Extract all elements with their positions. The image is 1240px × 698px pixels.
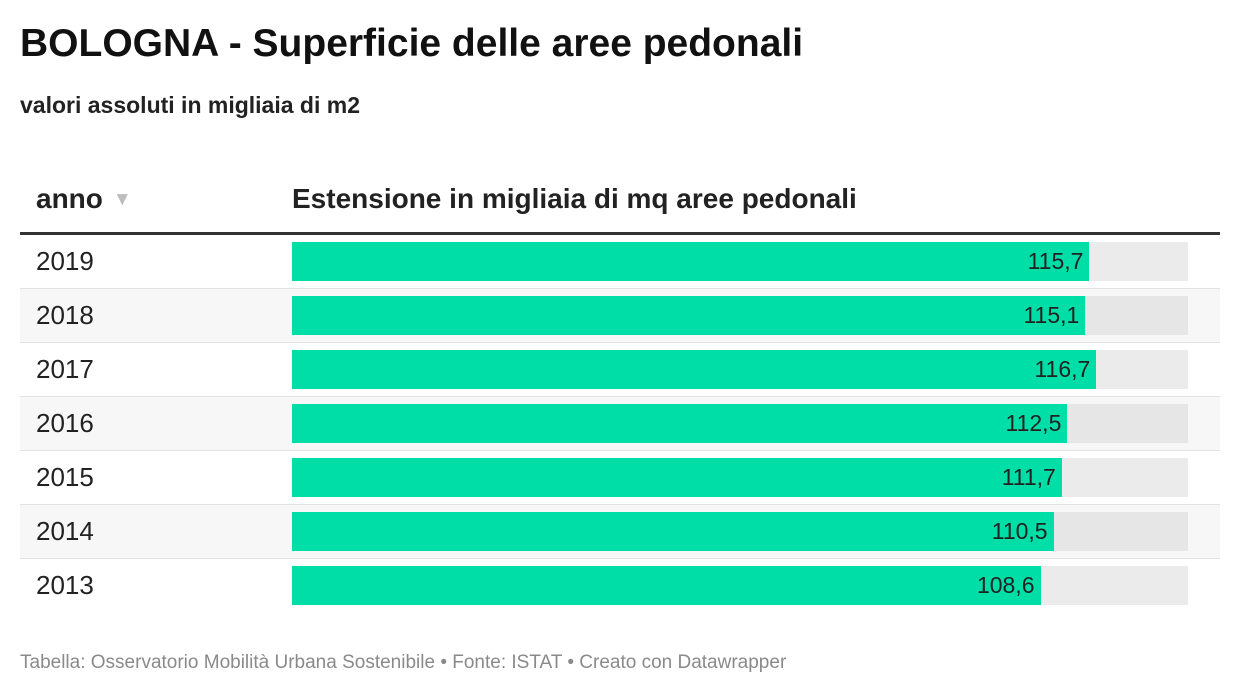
bar: 116,7 [292,350,1097,389]
bar-track: 111,7 [292,458,1188,497]
table-body: 2019 115,7 2018 115,1 2017 116,7 2016 112,5 2015… [20,235,1220,612]
table-row: 2019 115,7 [20,235,1220,289]
bar-value-label: 112,5 [1005,410,1062,436]
bar-value-label: 115,1 [1023,302,1080,328]
column-header-year[interactable]: anno ▼ [36,183,132,215]
table-row: 2018 115,1 [20,289,1220,343]
bar: 111,7 [292,458,1062,497]
bar-track: 110,5 [292,512,1188,551]
bar: 112,5 [292,404,1068,443]
bar: 115,1 [292,296,1086,335]
column-header-year-label: anno [36,183,103,214]
bar-track: 115,7 [292,242,1188,281]
bar: 115,7 [292,242,1090,281]
bar-track: 112,5 [292,404,1188,443]
bar-value-label: 110,5 [991,518,1048,544]
table-row: 2014 110,5 [20,505,1220,559]
bar-track: 116,7 [292,350,1188,389]
year-cell: 2015 [36,462,94,492]
bar: 110,5 [292,512,1054,551]
year-cell: 2019 [36,246,94,276]
table-row: 2013 108,6 [20,559,1220,612]
year-cell: 2017 [36,354,94,384]
bar-track: 108,6 [292,566,1188,605]
year-cell: 2016 [36,408,94,438]
sort-descending-icon[interactable]: ▼ [112,188,132,210]
bar: 108,6 [292,566,1041,605]
bar-value-label: 108,6 [976,572,1035,598]
bar-value-label: 116,7 [1034,356,1091,382]
data-table: anno ▼ Estensione in migliaia di mq aree… [20,170,1220,612]
bar-value-label: 115,7 [1027,248,1084,274]
table-row: 2015 111,7 [20,451,1220,505]
table-header: anno ▼ Estensione in migliaia di mq aree… [20,170,1220,235]
year-cell: 2018 [36,300,94,330]
page-subtitle: valori assoluti in migliaia di m2 [20,92,360,118]
bar-value-label: 111,7 [1001,464,1056,490]
table-row: 2017 116,7 [20,343,1220,397]
year-cell: 2013 [36,570,94,600]
bar-track: 115,1 [292,296,1188,335]
page-title: BOLOGNA - Superficie delle aree pedonali [20,22,804,65]
table-row: 2016 112,5 [20,397,1220,451]
year-cell: 2014 [36,516,94,546]
column-header-value[interactable]: Estensione in migliaia di mq aree pedona… [292,183,857,214]
footer-credits: Tabella: Osservatorio Mobilità Urbana So… [20,652,787,673]
